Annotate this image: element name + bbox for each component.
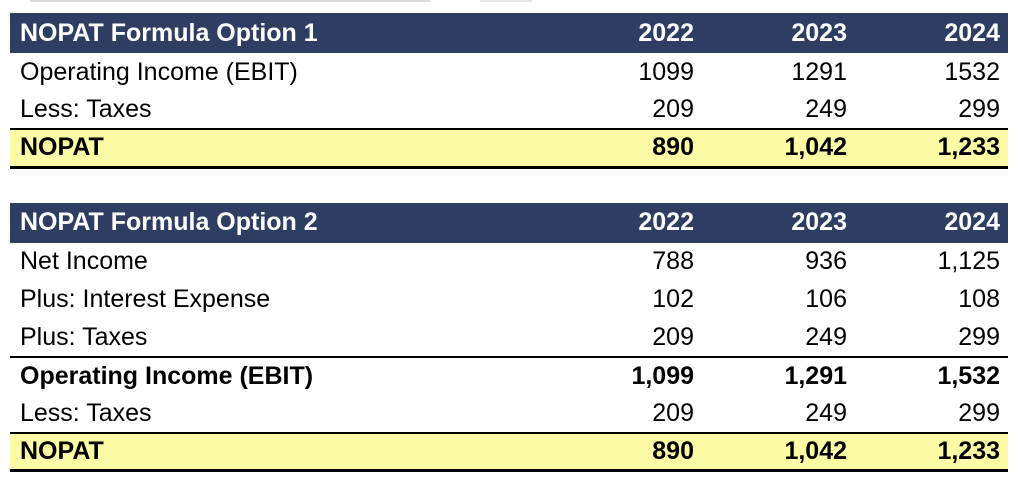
row-label: Plus: Interest Expense: [20, 285, 271, 313]
value-cell: 1532: [944, 57, 1000, 86]
row-label: Net Income: [20, 247, 148, 275]
year-column-header: 2022: [549, 202, 702, 243]
value-cell: 1,291: [702, 355, 855, 395]
value-cell: 106: [805, 285, 847, 313]
row-label: NOPAT: [10, 431, 549, 472]
row-label: NOPAT: [10, 128, 549, 169]
value-cell: 249: [805, 398, 847, 427]
table-row-less-taxes: Less: Taxes 209 249 299: [10, 91, 1008, 129]
value-cell: 1,233: [855, 431, 1008, 472]
nopat-option-2-table: NOPAT Formula Option 2 2022 2023 2024 Ne…: [10, 202, 1008, 472]
value-cell: 1,042: [702, 128, 855, 169]
year-column-header: 2023: [702, 13, 855, 53]
value-cell: 1,233: [855, 128, 1008, 169]
value-cell: 209: [652, 398, 694, 427]
table-row-nopat-total: NOPAT 890 1,042 1,233: [10, 431, 1008, 472]
cropped-row-artifact: [30, 0, 430, 2]
table-row-operating-income-subtotal: Operating Income (EBIT) 1,099 1,291 1,53…: [10, 355, 1008, 395]
row-label: Plus: Taxes: [20, 322, 148, 351]
row-label: Less: Taxes: [20, 95, 152, 123]
value-cell: 209: [652, 95, 694, 123]
value-cell: 299: [958, 95, 1000, 123]
value-cell: 788: [652, 247, 694, 275]
year-column-header: 2024: [855, 202, 1008, 243]
value-cell: 1,125: [937, 247, 1000, 275]
value-cell: 299: [958, 398, 1000, 427]
table-title: NOPAT Formula Option 2: [10, 202, 549, 243]
value-cell: 1291: [791, 57, 847, 86]
cropped-row-artifact: [480, 0, 532, 2]
row-label: Operating Income (EBIT): [20, 57, 298, 86]
value-cell: 249: [805, 322, 847, 351]
value-cell: 209: [652, 322, 694, 351]
value-cell: 1,532: [855, 355, 1008, 395]
value-cell: 108: [958, 285, 1000, 313]
table-row-less-taxes: Less: Taxes 209 249 299: [10, 395, 1008, 433]
table-row-operating-income: Operating Income (EBIT) 1099 1291 1532: [10, 53, 1008, 91]
year-column-header: 2024: [855, 13, 1008, 53]
value-cell: 890: [549, 431, 702, 472]
value-cell: 102: [652, 285, 694, 313]
nopat-option-1-table: NOPAT Formula Option 1 2022 2023 2024 Op…: [10, 13, 1008, 169]
value-cell: 1099: [638, 57, 694, 86]
value-cell: 890: [549, 128, 702, 169]
year-column-header: 2022: [549, 13, 702, 53]
value-cell: 936: [805, 247, 847, 275]
table-header-row: NOPAT Formula Option 1 2022 2023 2024: [10, 13, 1008, 53]
value-cell: 1,042: [702, 431, 855, 472]
value-cell: 249: [805, 95, 847, 123]
value-cell: 1,099: [549, 355, 702, 395]
table-row-nopat-total: NOPAT 890 1,042 1,233: [10, 128, 1008, 169]
table-title: NOPAT Formula Option 1: [10, 13, 549, 53]
table-row-net-income: Net Income 788 936 1,125: [10, 243, 1008, 281]
row-label: Less: Taxes: [20, 398, 152, 427]
row-label: Operating Income (EBIT): [10, 355, 549, 395]
table-row-plus-interest-expense: Plus: Interest Expense 102 106 108: [10, 281, 1008, 319]
table-header-row: NOPAT Formula Option 2 2022 2023 2024: [10, 202, 1008, 243]
table-row-plus-taxes: Plus: Taxes 209 249 299: [10, 319, 1008, 357]
year-column-header: 2023: [702, 202, 855, 243]
value-cell: 299: [958, 322, 1000, 351]
